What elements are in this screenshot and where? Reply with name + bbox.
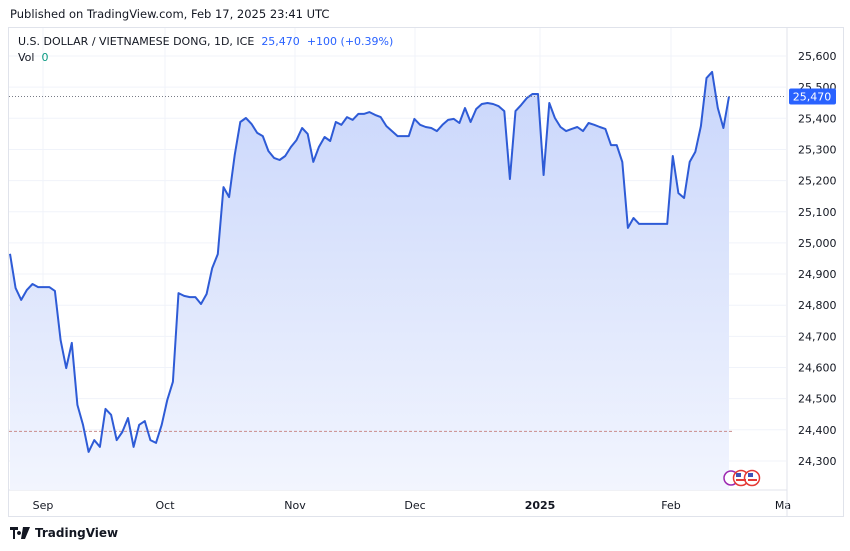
y-tick-label: 25,600 [798, 50, 837, 63]
last-price-label: 25,470 [793, 90, 832, 103]
flag-canton [748, 473, 753, 477]
area-fill [10, 71, 729, 491]
x-tick-label: Feb [661, 499, 680, 512]
flag-canton [736, 473, 741, 477]
x-tick-label: Oct [155, 499, 175, 512]
x-tick-label: Ma [775, 499, 791, 512]
y-tick-label: 24,600 [798, 362, 837, 375]
y-tick-label: 25,400 [798, 112, 837, 125]
volume-value: 0 [41, 51, 49, 64]
y-tick-label: 24,800 [798, 299, 837, 312]
tradingview-logo-icon [10, 527, 30, 539]
x-tick-label: Nov [284, 499, 306, 512]
y-tick-label: 24,500 [798, 393, 837, 406]
last-price-badge [789, 88, 836, 105]
symbol-title[interactable]: U.S. DOLLAR / VIETNAMESE DONG, 1D, ICE [18, 35, 255, 48]
tradingview-logo[interactable]: TradingView [10, 526, 118, 540]
y-tick-label: 25,100 [798, 206, 837, 219]
x-tick-label: Sep [33, 499, 54, 512]
tradingview-brand: TradingView [35, 526, 119, 540]
y-tick-label: 25,000 [798, 237, 837, 250]
x-tick-label: Dec [404, 499, 425, 512]
us-flag-icon [743, 469, 761, 487]
last-price: 25,470 [261, 35, 300, 48]
price-change: +100 (+0.39%) [306, 35, 394, 48]
published-note: Published on TradingView.com, Feb 17, 20… [10, 7, 330, 21]
chart-legend: U.S. DOLLAR / VIETNAMESE DONG, 1D, ICE 2… [18, 34, 393, 66]
flag-stripe [748, 479, 757, 481]
y-tick-label: 24,900 [798, 268, 837, 281]
chart-frame [8, 27, 844, 517]
y-tick-label: 24,300 [798, 455, 837, 468]
price-line [9, 70, 730, 453]
y-tick-label: 25,200 [798, 175, 837, 188]
flag-stripe [736, 479, 746, 481]
volume-label: Vol [18, 51, 35, 64]
x-tick-label: 2025 [525, 499, 556, 512]
y-tick-label: 24,700 [798, 330, 837, 343]
y-tick-label: 25,300 [798, 143, 837, 156]
y-tick-label: 24,400 [798, 424, 837, 437]
